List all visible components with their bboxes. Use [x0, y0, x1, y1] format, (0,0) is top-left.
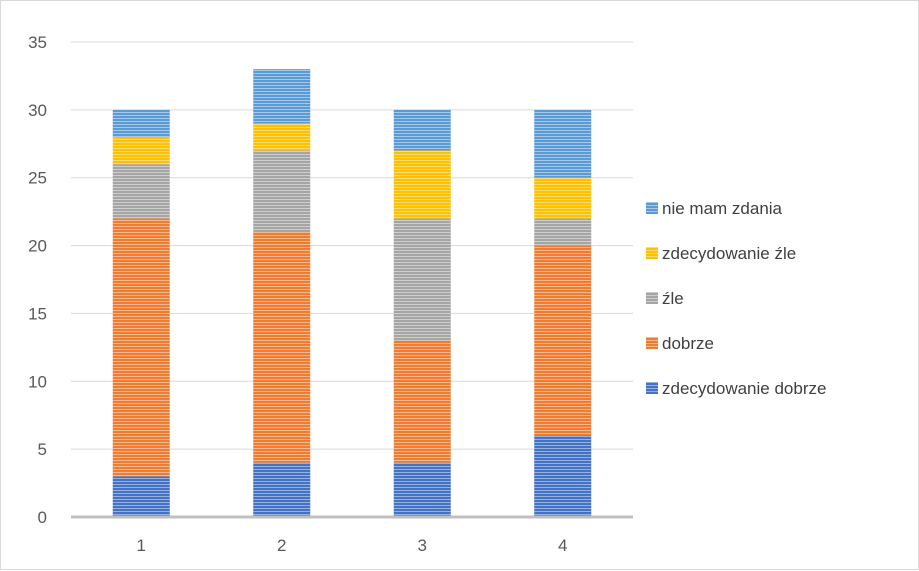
legend-item: nie mam zdania	[646, 199, 783, 218]
bar-segment-texture	[393, 340, 451, 463]
bar-segment-texture	[534, 435, 592, 517]
bar-segment-texture	[253, 232, 311, 463]
legend-label: zdecydowanie dobrze	[662, 379, 826, 398]
bar-segment	[112, 476, 170, 517]
bar-segment	[253, 69, 311, 124]
bar-segment	[112, 218, 170, 477]
bar-segment	[393, 150, 451, 219]
bar-segment	[393, 462, 451, 517]
x-tick-label: 4	[558, 536, 567, 555]
y-tick-label: 5	[38, 440, 47, 459]
x-tick-label: 1	[137, 536, 146, 555]
x-tick-label: 2	[277, 536, 286, 555]
bar-segment	[534, 109, 592, 178]
legend-item: zdecydowanie źle	[646, 244, 796, 263]
bar-segment	[253, 232, 311, 463]
legend-label: zdecydowanie źle	[662, 244, 796, 263]
bar-segment	[534, 245, 592, 436]
legend-item: dobrze	[646, 334, 714, 353]
y-tick-label: 10	[28, 372, 47, 391]
bar-segment-texture	[112, 164, 170, 219]
bar-segment	[112, 137, 170, 165]
legend-swatch-texture	[646, 247, 658, 259]
bar-segment	[534, 177, 592, 219]
bar-segment-texture	[534, 218, 592, 246]
y-axis: 0 5 10 15 20 25 30 35	[28, 33, 47, 527]
y-tick-label: 0	[38, 508, 47, 527]
bar-segment-texture	[253, 123, 311, 151]
bars	[112, 69, 592, 517]
bar-segment	[112, 164, 170, 219]
bar-segment	[253, 150, 311, 232]
legend: nie mam zdania zdecydowanie źle źle dobrze z…	[646, 199, 826, 398]
legend-swatch-texture	[646, 337, 658, 349]
y-tick-label: 35	[28, 33, 47, 52]
bar-segment	[393, 109, 451, 151]
x-tick-label: 3	[418, 536, 427, 555]
bar-segment	[393, 218, 451, 341]
bar-segment-texture	[393, 109, 451, 151]
bar-segment-texture	[393, 462, 451, 517]
y-tick-label: 15	[28, 304, 47, 323]
bar-segment-texture	[393, 218, 451, 341]
bar-segment	[534, 435, 592, 517]
y-tick-label: 30	[28, 101, 47, 120]
legend-swatch-texture	[646, 202, 658, 214]
legend-item: zdecydowanie dobrze	[646, 379, 826, 398]
legend-label: źle	[662, 289, 684, 308]
legend-swatch-texture	[646, 292, 658, 304]
y-tick-label: 25	[28, 169, 47, 188]
bar-segment-texture	[534, 109, 592, 178]
legend-item: źle	[646, 289, 684, 308]
bar-segment	[112, 109, 170, 137]
bar-segment	[393, 340, 451, 463]
bar-segment-texture	[534, 245, 592, 436]
bar-segment-texture	[393, 150, 451, 219]
bar-segment-texture	[112, 476, 170, 517]
bar-segment-texture	[112, 109, 170, 137]
bar-segment-texture	[112, 137, 170, 165]
bar-segment-texture	[253, 150, 311, 232]
y-tick-label: 20	[28, 237, 47, 256]
bar-segment	[253, 123, 311, 151]
bar-segment-texture	[112, 218, 170, 477]
bar-segment	[253, 462, 311, 517]
legend-label: nie mam zdania	[662, 199, 783, 218]
bar-segment-texture	[253, 462, 311, 517]
legend-label: dobrze	[662, 334, 714, 353]
bar-segment	[534, 218, 592, 246]
x-axis: 1 2 3 4	[71, 515, 633, 555]
bar-segment-texture	[534, 177, 592, 219]
legend-swatch-texture	[646, 382, 658, 394]
bar-segment-texture	[253, 69, 311, 124]
